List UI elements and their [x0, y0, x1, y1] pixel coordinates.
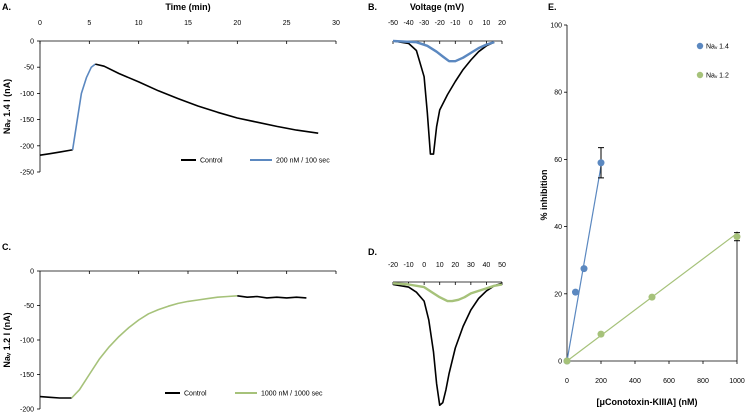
c-y-tick-label: -100 — [20, 338, 34, 345]
b-x-tick-label: 0 — [469, 20, 473, 27]
d-series-1 — [392, 282, 503, 303]
a-y-tick-label: -50 — [24, 65, 34, 72]
a-legend-control: Control — [200, 158, 223, 165]
d-x-tick-label: 50 — [498, 262, 506, 269]
e-x-tick-label: 400 — [629, 378, 641, 385]
d-x-tick-label: -10 — [404, 262, 414, 269]
e-point-1 — [733, 233, 741, 241]
c-legend-control: Control — [184, 391, 207, 398]
c-y-tick-label: -200 — [20, 407, 34, 414]
a-series-2 — [95, 63, 319, 134]
c-y-axis-title: Naᵥ 1.2 I (nA) — [2, 312, 12, 367]
e-y-tick-label: 0 — [558, 359, 562, 366]
e-x-tick-label: 200 — [595, 378, 607, 385]
c-y-tick-label: -150 — [20, 372, 34, 379]
d-series-0 — [392, 282, 503, 407]
e-point-1 — [648, 293, 656, 301]
a-series-1 — [71, 63, 96, 151]
b-x-axis-title: Voltage (mV) — [410, 2, 464, 12]
b-series-1 — [392, 39, 495, 63]
d-x-tick-label: 0 — [422, 262, 426, 269]
e-legend-nav12: Naᵥ 1.2 — [706, 73, 729, 80]
b-series-0 — [392, 40, 495, 155]
d-x-tick-label: 30 — [467, 262, 475, 269]
e-x-tick-label: 1000 — [729, 378, 745, 385]
panel-d-label: D. — [368, 247, 377, 257]
e-y-tick-label: 80 — [554, 90, 562, 97]
e-fit-line-0 — [566, 166, 602, 362]
e-x-tick-label: 0 — [565, 378, 569, 385]
d-x-tick-label: 10 — [436, 262, 444, 269]
b-x-tick-label: -10 — [450, 20, 460, 27]
c-series-1 — [71, 295, 238, 399]
e-point-0 — [580, 265, 588, 273]
e-y-tick-label: 100 — [550, 23, 562, 30]
d-x-tick-label: -20 — [388, 262, 398, 269]
a-y-tick-label: -150 — [20, 117, 34, 124]
b-x-tick-label: -50 — [388, 20, 398, 27]
a-x-tick-label: 25 — [283, 20, 291, 27]
b-x-tick-label: -30 — [419, 20, 429, 27]
e-x-axis-title: [μConotoxin-KIIIA] (nM) — [597, 397, 698, 407]
a-y-axis-title: Naᵥ 1.4 I (nA) — [2, 79, 12, 134]
b-x-tick-label: 10 — [483, 20, 491, 27]
b-x-tick-label: -20 — [435, 20, 445, 27]
e-point-1 — [563, 357, 571, 365]
e-y-axis-title: % inhibition — [539, 170, 549, 221]
e-point-1 — [597, 330, 605, 338]
e-y-tick-label: 60 — [554, 157, 562, 164]
a-y-tick-label: -250 — [20, 170, 34, 177]
c-series-0 — [39, 395, 72, 399]
a-y-tick-label: 0 — [30, 39, 34, 46]
e-legend-marker-nav14 — [696, 42, 704, 50]
panel-b-label: B. — [368, 2, 377, 12]
panel-e-label: E. — [548, 2, 557, 12]
a-x-tick-label: 10 — [135, 20, 143, 27]
c-series-2 — [237, 295, 307, 299]
a-x-tick-label: 15 — [184, 20, 192, 27]
a-x-tick-label: 20 — [233, 20, 241, 27]
e-point-0 — [572, 288, 579, 296]
panel-c-label: C. — [2, 242, 11, 252]
e-x-tick-label: 800 — [697, 378, 709, 385]
b-x-tick-label: -40 — [404, 20, 414, 27]
a-y-tick-label: -100 — [20, 91, 34, 98]
d-x-tick-label: 40 — [483, 262, 491, 269]
e-legend-nav14: Naᵥ 1.4 — [706, 44, 729, 51]
c-y-tick-label: -50 — [24, 303, 34, 310]
b-x-tick-label: 20 — [498, 20, 506, 27]
a-x-tick-label: 5 — [87, 20, 91, 27]
panel-a-label: A. — [2, 2, 11, 12]
e-x-tick-label: 600 — [663, 378, 675, 385]
a-x-tick-label: 30 — [332, 20, 340, 27]
a-series-0 — [39, 149, 73, 156]
a-x-axis-title: Time (min) — [165, 2, 210, 12]
c-y-tick-label: 0 — [30, 269, 34, 276]
a-legend-treated: 200 nM / 100 sec — [276, 158, 330, 165]
e-y-tick-label: 20 — [554, 291, 562, 298]
d-x-tick-label: 20 — [451, 262, 459, 269]
a-y-tick-label: -200 — [20, 143, 34, 150]
e-y-tick-label: 40 — [554, 224, 562, 231]
a-x-tick-label: 0 — [38, 20, 42, 27]
c-legend-treated: 1000 nM / 1000 sec — [261, 391, 323, 398]
e-legend-marker-nav12 — [696, 71, 704, 79]
e-point-0 — [597, 159, 605, 167]
